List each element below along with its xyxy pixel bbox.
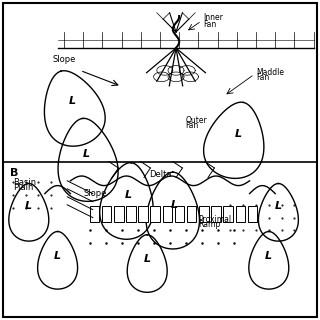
Text: Fan: Fan [256, 73, 269, 82]
Text: Basin: Basin [13, 178, 36, 187]
Text: L: L [124, 190, 132, 200]
Text: L: L [25, 201, 32, 212]
Bar [150, 206, 160, 222]
Text: B: B [10, 168, 18, 178]
Text: Delta: Delta [149, 170, 171, 179]
Bar [199, 206, 209, 222]
Bar [236, 206, 245, 222]
Text: Fan: Fan [203, 20, 216, 28]
Text: L: L [68, 96, 76, 106]
Bar [175, 206, 184, 222]
FancyBboxPatch shape [3, 3, 317, 317]
Bar [211, 206, 221, 222]
Bar [163, 206, 172, 222]
Text: L: L [235, 129, 242, 140]
Bar [102, 206, 111, 222]
Text: L: L [171, 200, 178, 210]
Bar [126, 206, 136, 222]
Text: Slope: Slope [52, 55, 76, 64]
Text: Inner: Inner [203, 13, 223, 22]
Text: L: L [144, 254, 151, 264]
Bar [114, 206, 124, 222]
Text: Outer: Outer [186, 116, 207, 124]
Text: Slope: Slope [83, 189, 107, 198]
Text: L: L [83, 148, 90, 159]
Bar [138, 206, 148, 222]
Text: L: L [275, 201, 282, 212]
Text: Proximal: Proximal [198, 215, 232, 224]
Text: L: L [54, 251, 61, 261]
Bar [248, 206, 257, 222]
Bar [187, 206, 196, 222]
Bar [223, 206, 233, 222]
Text: Ramp: Ramp [198, 220, 221, 229]
Text: Maddle: Maddle [256, 68, 284, 76]
Text: Fan: Fan [186, 121, 199, 130]
Text: L: L [265, 251, 272, 261]
Text: Plain: Plain [13, 183, 33, 192]
Bar [90, 206, 99, 222]
